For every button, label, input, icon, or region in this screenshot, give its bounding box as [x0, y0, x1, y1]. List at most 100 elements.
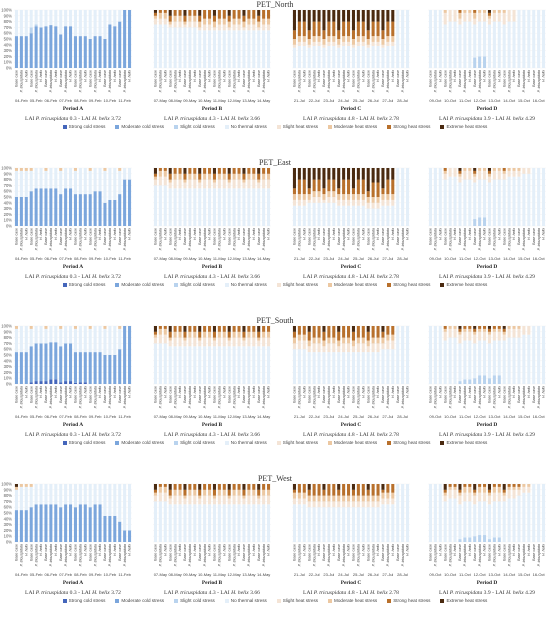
- bar-segment-no-thermal: [532, 168, 536, 226]
- bar-segment-slight-heat: [342, 199, 346, 206]
- bar-segment-no-thermal: [203, 30, 207, 68]
- bar-segment-slight-heat: [317, 501, 321, 508]
- y-tick-label: 100%: [1, 8, 12, 13]
- bar-segment-no-thermal: [237, 504, 241, 542]
- bar-label: P. tricuspidata: [79, 228, 83, 250]
- bar-segment-strong-heat: [307, 331, 311, 341]
- bar-label: Base case: [198, 228, 202, 245]
- bar-label: P. tricuspidata: [342, 228, 346, 250]
- bar-segment-no-thermal: [34, 326, 38, 344]
- bar-segment-moderate-heat: [292, 194, 296, 200]
- bar-label: P. tricuspidata: [434, 228, 438, 250]
- bar-segment-slight-cold: [478, 375, 482, 384]
- bar-segment-strong-heat: [297, 484, 301, 493]
- bar-segment-no-thermal: [173, 504, 177, 542]
- bar-segment-strong-heat: [443, 326, 447, 329]
- bar-segment-moderate-heat: [468, 328, 472, 332]
- bar-segment-moderate-heat: [198, 337, 202, 341]
- bar-segment-no-thermal: [163, 501, 167, 542]
- bar-segment-no-thermal: [322, 202, 326, 226]
- date-label: 14-Oct: [503, 98, 516, 103]
- bar-segment-extreme-heat: [322, 326, 326, 332]
- stacked-bar: [103, 484, 107, 542]
- bar-segment-no-thermal: [203, 188, 207, 226]
- bar-segment-strong-heat: [153, 12, 157, 16]
- legend-swatch: [62, 598, 67, 603]
- stacked-bar: [163, 326, 167, 384]
- chart-block-pet-west: PET_West 0% 10% 20% 30% 40% 50% 60% 70% 80% 90% 100…: [0, 474, 550, 632]
- bar-segment-no-thermal: [356, 45, 360, 68]
- bar-label: Base case: [88, 386, 92, 403]
- bar-segment-moderate-heat: [361, 194, 365, 200]
- bar-segment-slight-heat: [208, 337, 212, 347]
- bar-segment-moderate-heat: [257, 495, 261, 499]
- bar-segment-strong-heat: [193, 484, 197, 490]
- bar-segment-moderate-heat: [356, 36, 360, 42]
- bar-segment-strong-heat: [208, 484, 212, 490]
- stacked-bar: [322, 168, 326, 226]
- bar-label: H. helix: [376, 544, 380, 556]
- bar-segment-slight-cold: [468, 379, 472, 384]
- bar-segment-slight-heat: [247, 24, 251, 31]
- bar-label: Base case: [198, 544, 202, 561]
- period-name: Period B: [202, 422, 223, 428]
- bar-label: Base case: [74, 544, 78, 561]
- bar-label: H. helix: [193, 544, 197, 556]
- bar-segment-slight-heat: [527, 168, 531, 174]
- bar-label: H. helix: [527, 70, 531, 82]
- bar-segment-no-thermal: [34, 484, 38, 505]
- stacked-bar: [443, 326, 447, 384]
- stacked-bar: [347, 326, 351, 384]
- bar-label: P. tricuspidata: [34, 386, 38, 408]
- bar-label: H. helix: [361, 228, 365, 240]
- bar-segment-moderate-heat: [252, 18, 256, 25]
- bar-segment-strong-heat: [337, 331, 341, 341]
- bar-segment-no-thermal: [178, 188, 182, 226]
- stacked-bar: [14, 484, 18, 542]
- stacked-bar: [542, 10, 546, 68]
- bar-segment-strong-heat: [337, 188, 341, 195]
- bar-segment-no-thermal: [54, 484, 58, 505]
- bar-label: Base case: [59, 70, 63, 87]
- bar-segment-no-thermal: [237, 30, 241, 68]
- bar-label: P. tricuspidata: [173, 544, 177, 566]
- legend-label: Moderate cold stress: [121, 440, 165, 445]
- bar-segment-moderate-heat: [366, 340, 370, 347]
- bar-label: P. tricuspidata: [108, 228, 112, 250]
- stacked-bar: [54, 484, 58, 542]
- bar-segment-slight-heat: [453, 328, 457, 338]
- bar-segment-moderate-cold: [59, 34, 63, 68]
- bar-segment-moderate-cold: [108, 199, 112, 226]
- date-label: 09-Feb: [89, 256, 102, 261]
- bar-label: H. helix: [483, 70, 487, 82]
- bar-segment-extreme-heat: [198, 326, 202, 332]
- bar-segment-no-thermal: [257, 504, 261, 542]
- bar-segment-moderate-cold: [108, 355, 112, 384]
- bar-segment-strong-heat: [257, 331, 261, 338]
- bar-segment-strong-heat: [227, 173, 231, 180]
- date-label: 14-May: [257, 256, 270, 261]
- bar-segment-moderate-heat: [337, 340, 341, 347]
- bar-segment-moderate-heat: [443, 10, 447, 13]
- bar-segment-moderate-cold: [88, 352, 92, 384]
- y-tick-label: 90%: [4, 13, 13, 18]
- bar-segment-moderate-heat: [381, 337, 385, 344]
- date-label: 10-May: [198, 414, 211, 419]
- bar-segment-extreme-heat: [458, 168, 462, 171]
- bar-segment-strong-heat: [163, 10, 167, 13]
- bar-label: Base case: [154, 544, 158, 561]
- chart-block-pet-north: PET_North 0% 10% 20% 30% 40% 50% 60% 70% 80% 90% 10…: [0, 0, 550, 158]
- bar-segment-slight-heat: [322, 44, 326, 48]
- legend-item: Slight heat stress: [276, 440, 318, 445]
- bar-segment-extreme-heat: [366, 326, 370, 332]
- bar-label: P. tricuspidata: [448, 386, 452, 408]
- bar-segment-slight-heat: [267, 24, 271, 31]
- bar-segment-no-thermal: [78, 484, 82, 505]
- bar-segment-slight-heat: [327, 501, 331, 508]
- bar-label: Base case: [366, 228, 370, 245]
- bar-segment-slight-heat: [502, 334, 506, 341]
- period-name: Period A: [63, 106, 83, 112]
- bar-segment-moderate-heat: [163, 486, 167, 493]
- bar-segment-no-thermal: [322, 47, 326, 68]
- bar-segment-slight-heat: [183, 340, 187, 347]
